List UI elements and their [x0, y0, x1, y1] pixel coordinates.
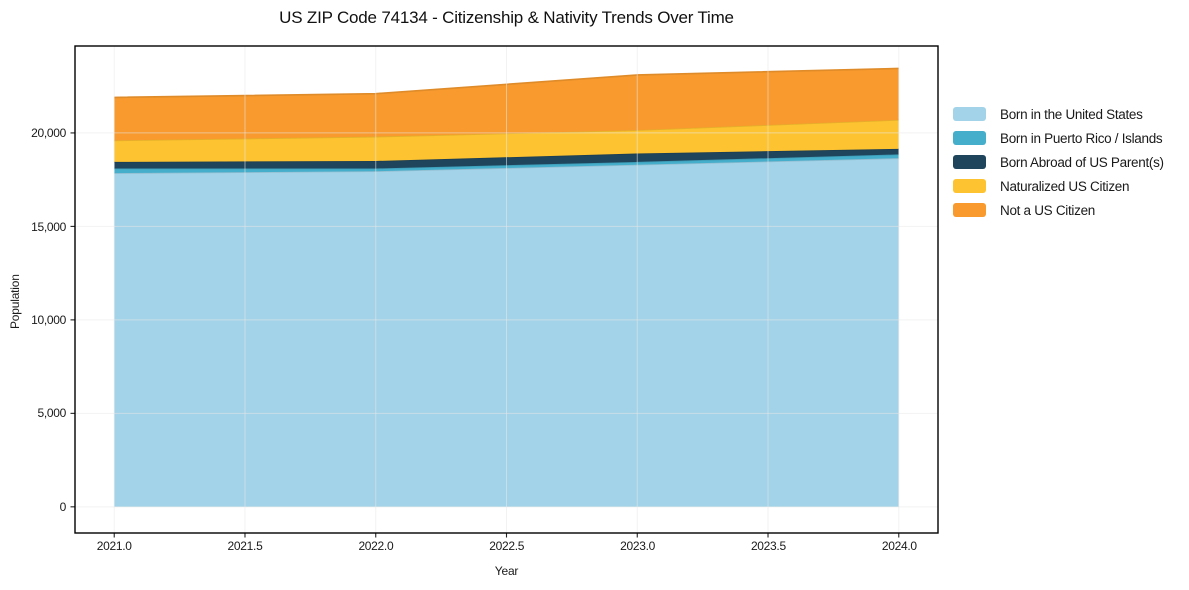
legend-swatch [953, 107, 986, 121]
legend: Born in the United States Born in Puerto… [953, 102, 1164, 222]
x-tick-label: 2024.0 [881, 539, 917, 553]
legend-swatch [953, 179, 986, 193]
y-tick-label: 5,000 [37, 406, 66, 421]
x-tick-label: 2022.0 [358, 539, 394, 553]
legend-item: Born Abroad of US Parent(s) [953, 150, 1164, 174]
legend-label: Not a US Citizen [1000, 202, 1095, 218]
chart-title: US ZIP Code 74134 - Citizenship & Nativi… [279, 8, 734, 27]
legend-item: Not a US Citizen [953, 198, 1164, 222]
legend-label: Naturalized US Citizen [1000, 178, 1130, 194]
legend-swatch [953, 131, 986, 145]
x-axis-title: Year [494, 564, 519, 578]
legend-label: Born Abroad of US Parent(s) [1000, 154, 1164, 170]
y-tick-label: 20,000 [31, 126, 66, 140]
x-tick-label: 2023.5 [750, 539, 786, 553]
x-tick-label: 2021.5 [227, 539, 263, 553]
x-tick-label: 2023.0 [620, 539, 656, 553]
plot-border [74, 45, 939, 534]
y-axis-title: Population [8, 274, 22, 329]
legend-label: Born in the United States [1000, 106, 1143, 122]
x-tick-label: 2021.0 [96, 539, 132, 553]
x-tick-label: 2022.5 [489, 539, 525, 553]
y-tick-label: 0 [59, 499, 67, 514]
legend-item: Born in the United States [953, 102, 1164, 126]
y-tick-label: 10,000 [31, 312, 66, 327]
legend-swatch [953, 155, 986, 169]
legend-swatch [953, 203, 986, 217]
legend-item: Born in Puerto Rico / Islands [953, 126, 1164, 150]
y-tick-label: 15,000 [31, 219, 66, 234]
legend-label: Born in Puerto Rico / Islands [1000, 130, 1163, 146]
legend-item: Naturalized US Citizen [953, 174, 1164, 198]
